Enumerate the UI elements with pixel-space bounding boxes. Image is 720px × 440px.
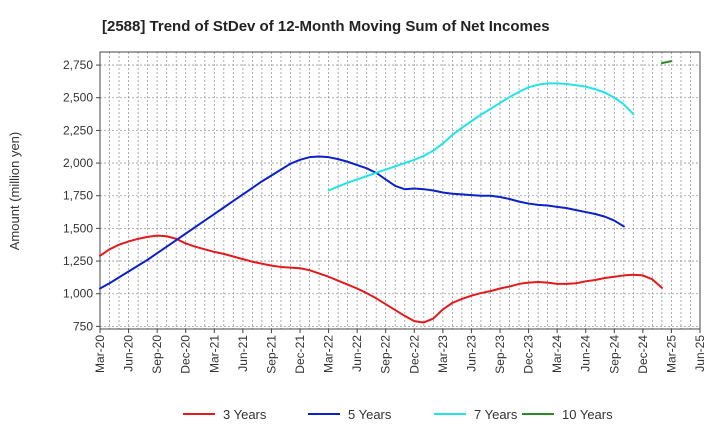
plot-frame — [99, 51, 701, 330]
y-tick-label: 2,000 — [63, 156, 93, 170]
y-tick-label: 1,500 — [63, 221, 93, 235]
y-axis-ticks: 750 1,000 1,250 1,500 1,750 2,000 2,250 2,500 2,… — [63, 58, 100, 333]
x-tick-label: Jun-22 — [350, 335, 364, 372]
legend-label: 5 Years — [348, 407, 392, 422]
x-tick-label: Mar-21 — [207, 335, 221, 373]
y-tick-label: 1,250 — [63, 254, 93, 268]
y-tick-label: 1,000 — [63, 287, 93, 301]
y-axis-label: Amount (million yen) — [7, 132, 22, 251]
x-tick-label: Mar-22 — [322, 335, 336, 373]
x-tick-label: Dec-20 — [179, 335, 193, 374]
x-tick-label: Mar-23 — [436, 335, 450, 373]
x-tick-label: Sep-22 — [379, 335, 393, 374]
x-axis-ticks: Mar-20 Jun-20 Sep-20 Dec-20 Mar-21 Jun-21 Sep-… — [93, 329, 707, 374]
y-tick-label: 750 — [73, 319, 93, 333]
series-line-10-years — [660, 60, 673, 65]
y-tick-label: 1,750 — [63, 189, 93, 203]
y-tick-label: 2,250 — [63, 123, 93, 137]
x-tick-label: Sep-20 — [150, 335, 164, 374]
x-tick-label: Jun-25 — [693, 335, 707, 372]
x-tick-label: Dec-24 — [636, 335, 650, 374]
series-lines — [99, 60, 673, 324]
legend-label: 7 Years — [474, 407, 518, 422]
x-tick-label: Dec-21 — [293, 335, 307, 374]
x-tick-label: Jun-20 — [122, 335, 136, 372]
series-line-3-years — [99, 234, 663, 324]
x-tick-label: Sep-21 — [264, 335, 278, 374]
series-line-5-years — [99, 155, 625, 290]
x-tick-label: Jun-23 — [464, 335, 478, 372]
legend-label: 3 Years — [223, 407, 267, 422]
series-line-7-years — [327, 82, 635, 192]
x-tick-label: Jun-24 — [579, 335, 593, 372]
chart-title: [2588] Trend of StDev of 12-Month Moving… — [102, 18, 550, 35]
legend: 3 Years 5 Years 7 Years 10 Years — [183, 407, 613, 422]
x-tick-label: Mar-20 — [93, 335, 107, 373]
x-tick-label: Mar-25 — [664, 335, 678, 373]
x-tick-label: Mar-24 — [550, 335, 564, 373]
legend-label: 10 Years — [562, 407, 613, 422]
x-tick-label: Sep-24 — [607, 335, 621, 374]
grid — [99, 52, 701, 329]
x-tick-label: Dec-22 — [407, 335, 421, 374]
y-tick-label: 2,750 — [63, 58, 93, 72]
y-tick-label: 2,500 — [63, 91, 93, 105]
x-tick-label: Sep-23 — [493, 335, 507, 374]
x-tick-label: Jun-21 — [236, 335, 250, 372]
x-tick-label: Dec-23 — [522, 335, 536, 374]
